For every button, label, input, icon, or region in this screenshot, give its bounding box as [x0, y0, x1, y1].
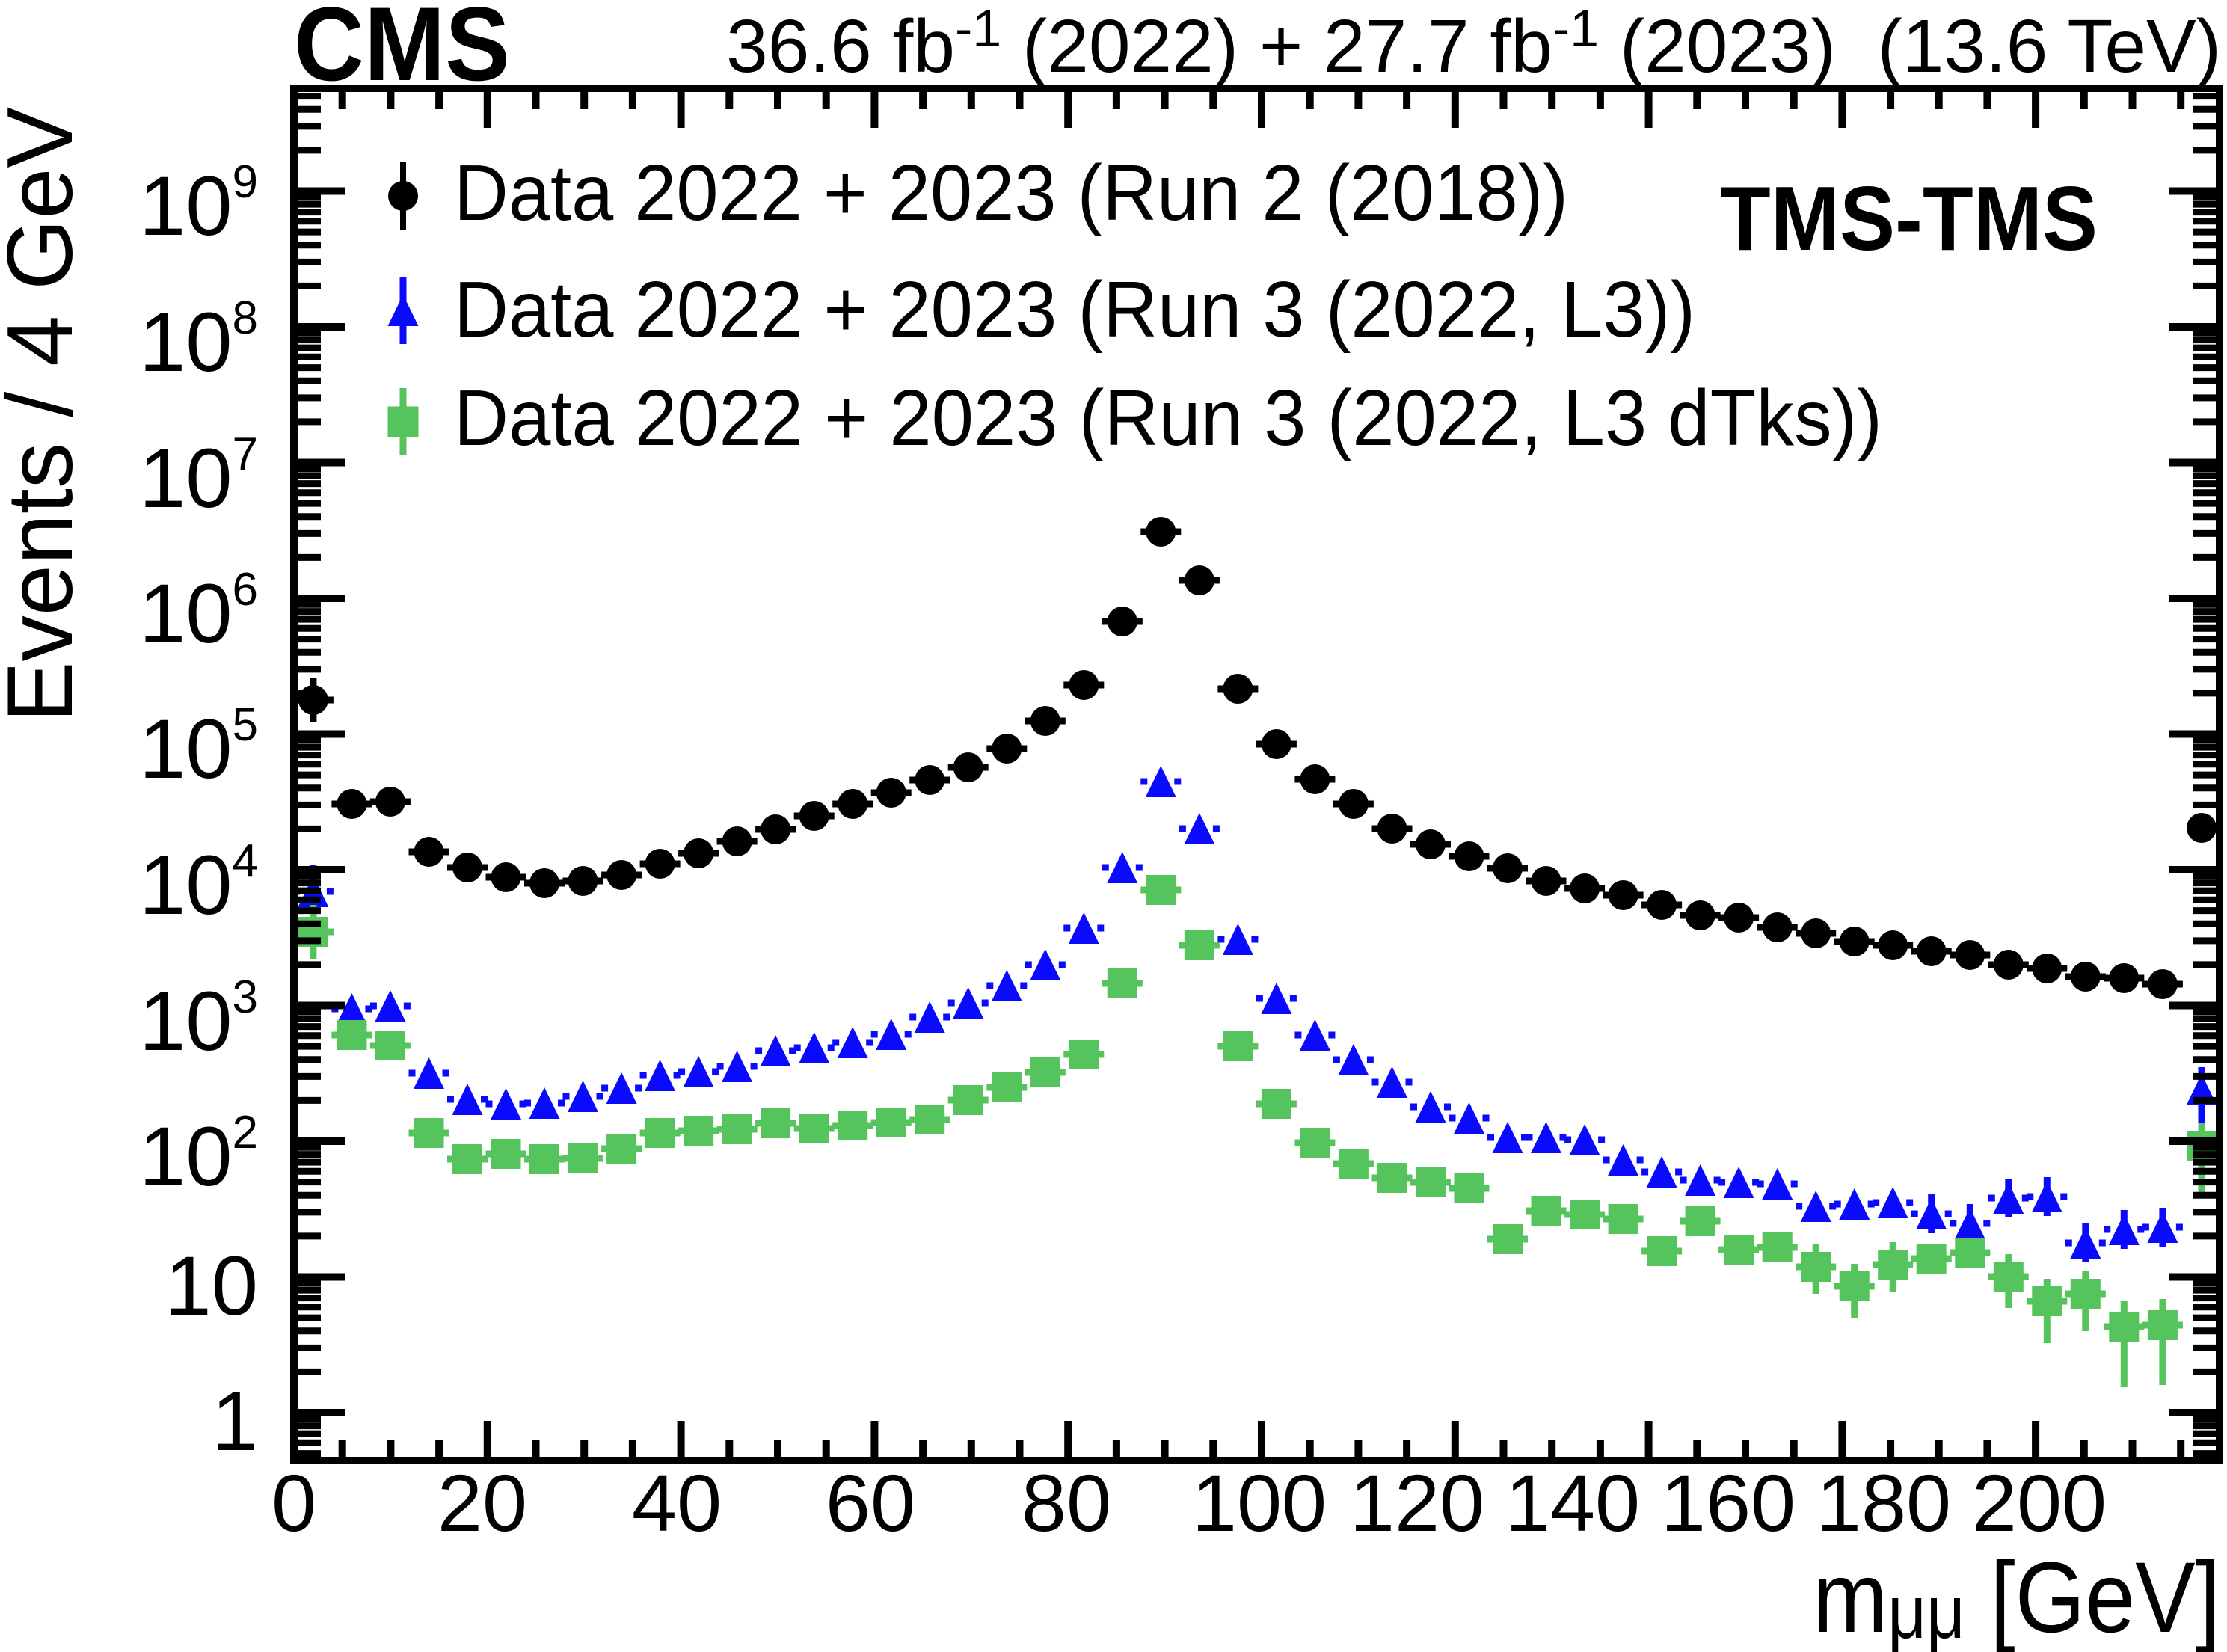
svg-text:36.6 fb-1 (2022) + 27.7 fb-1 (: 36.6 fb-1 (2022) + 27.7 fb-1 (2023) (13.… — [726, 0, 2221, 88]
svg-text:Data 2022 + 2023 (Run 3 (2022,: Data 2022 + 2023 (Run 3 (2022, L3)) — [454, 265, 1695, 354]
svg-text:60: 60 — [826, 1458, 915, 1548]
svg-text:TMS-TMS: TMS-TMS — [1720, 168, 2098, 269]
svg-text:180: 180 — [1816, 1458, 1951, 1548]
svg-text:0: 0 — [271, 1458, 316, 1548]
svg-text:CMS: CMS — [294, 0, 510, 102]
svg-text:100: 100 — [1192, 1458, 1327, 1548]
svg-text:10: 10 — [165, 1239, 258, 1333]
svg-text:Data 2022 + 2023 (Run 2 (2018): Data 2022 + 2023 (Run 2 (2018)) — [454, 149, 1568, 237]
svg-text:1: 1 — [212, 1375, 258, 1468]
svg-text:103: 103 — [139, 971, 258, 1068]
svg-text:120: 120 — [1350, 1458, 1484, 1548]
svg-text:mμμ [GeV]: mμμ [GeV] — [1813, 1542, 2220, 1652]
svg-text:Events / 4 GeV: Events / 4 GeV — [0, 107, 92, 722]
svg-text:140: 140 — [1505, 1458, 1640, 1548]
svg-text:160: 160 — [1661, 1458, 1796, 1548]
svg-text:40: 40 — [632, 1458, 722, 1548]
svg-text:200: 200 — [1972, 1458, 2107, 1548]
svg-text:80: 80 — [1022, 1458, 1111, 1548]
svg-text:20: 20 — [437, 1458, 527, 1548]
svg-text:Data 2022 + 2023 (Run 3 (2022,: Data 2022 + 2023 (Run 3 (2022, L3 dTks)) — [454, 374, 1882, 462]
